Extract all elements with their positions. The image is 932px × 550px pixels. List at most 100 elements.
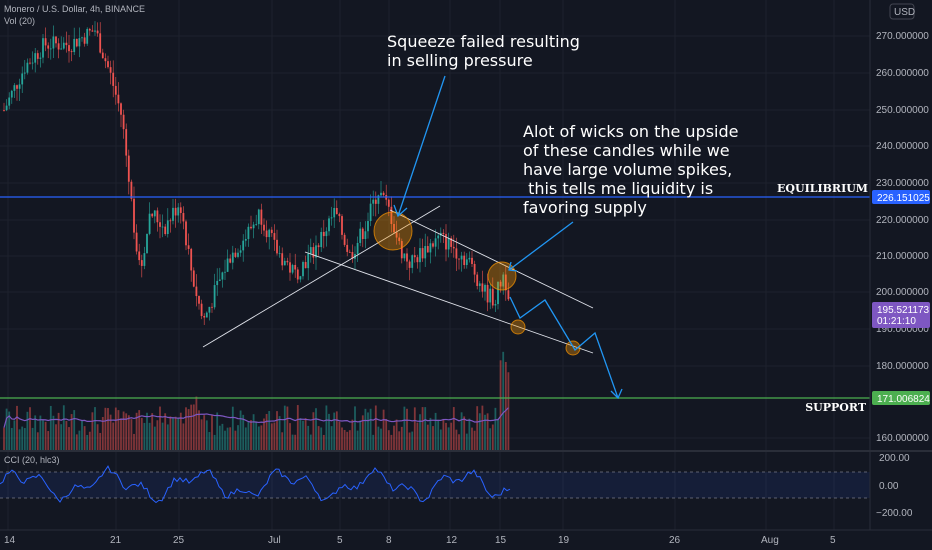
- candle-body: [486, 284, 489, 303]
- volume-bar: [278, 416, 281, 450]
- candle-body: [468, 257, 471, 260]
- candles[interactable]: [3, 21, 510, 326]
- candle: [39, 52, 42, 68]
- volume-bar: [442, 418, 445, 450]
- volume-bar: [439, 429, 442, 450]
- price-tick-200: 200.000000: [876, 287, 929, 298]
- volume-bar: [432, 426, 434, 450]
- candle: [260, 203, 263, 234]
- candle: [135, 224, 138, 255]
- candle-body: [442, 232, 445, 235]
- currency-button[interactable]: [889, 3, 915, 20]
- candle: [273, 224, 276, 251]
- volume-bar: [109, 414, 112, 450]
- volume-bar: [364, 408, 367, 450]
- candle: [304, 255, 307, 269]
- candle: [34, 48, 37, 73]
- volume-bar: [484, 414, 486, 450]
- candle: [400, 238, 403, 264]
- candle: [507, 282, 510, 302]
- candle: [434, 229, 437, 257]
- candle-body: [263, 224, 265, 231]
- volume-bar: [114, 407, 117, 450]
- volume-bar: [47, 431, 50, 450]
- candle-body: [499, 281, 502, 287]
- candle: [52, 25, 55, 59]
- candle: [237, 248, 239, 259]
- volume-bar: [309, 434, 312, 450]
- time-axis[interactable]: 14 21 25 Jul 5 8 12 15 19 26 Aug 5: [4, 535, 836, 546]
- symbol-title[interactable]: Monero / U.S. Dollar, 4h, BINANCE: [4, 4, 145, 14]
- volume-bar: [499, 360, 502, 450]
- candle: [307, 244, 310, 281]
- candle: [16, 84, 18, 101]
- volume-bar: [270, 423, 273, 450]
- volume-bar: [286, 406, 289, 450]
- upper-trendline[interactable]: [389, 209, 594, 309]
- candle-body: [185, 221, 187, 246]
- volume-bar: [317, 426, 320, 450]
- candle: [374, 191, 377, 217]
- currency-button-label[interactable]: USD: [894, 7, 915, 18]
- volume-bar: [390, 434, 393, 450]
- candle-body: [307, 253, 310, 269]
- ascending-trendline[interactable]: [202, 205, 441, 348]
- candle-body: [296, 269, 299, 280]
- candle-body: [192, 270, 195, 287]
- price-axis[interactable]: 270.000000 260.000000 250.000000 240.000…: [876, 31, 929, 444]
- candle-body: [140, 260, 143, 266]
- volume-bar: [322, 434, 325, 450]
- lower-trendline[interactable]: [304, 251, 594, 354]
- candle-body: [481, 283, 484, 292]
- volume-bar: [52, 415, 55, 450]
- candle-body: [164, 226, 167, 235]
- candle: [294, 253, 297, 278]
- candle-body: [47, 45, 50, 49]
- candle: [5, 99, 8, 112]
- time-tick-21: 21: [110, 535, 122, 546]
- candle: [239, 245, 242, 257]
- volume-bar: [187, 409, 190, 450]
- volume-bar: [86, 434, 89, 450]
- candle-body: [390, 206, 393, 224]
- candle: [172, 198, 174, 225]
- volume-ma: [3, 407, 509, 428]
- candle-body: [91, 30, 94, 32]
- candle-body: [351, 251, 354, 259]
- candle: [101, 48, 104, 59]
- candle: [343, 232, 346, 247]
- candle-body: [198, 296, 200, 304]
- candle: [94, 21, 96, 36]
- candle-body: [387, 199, 390, 207]
- candle-body: [458, 258, 460, 260]
- candle: [88, 27, 91, 36]
- candle-body: [117, 94, 120, 104]
- candle: [299, 275, 302, 283]
- candle-body: [424, 246, 427, 259]
- volume-bar: [257, 426, 260, 450]
- volume-bar: [166, 424, 169, 450]
- candle: [143, 246, 146, 270]
- candle-body: [413, 255, 416, 258]
- candle-body: [60, 48, 63, 50]
- candle-body: [211, 306, 213, 308]
- candle-body: [270, 229, 273, 234]
- candle-body: [330, 217, 333, 219]
- candle-body: [57, 43, 60, 50]
- candle-body: [101, 52, 104, 59]
- candle-body: [489, 288, 492, 303]
- candle: [268, 228, 271, 250]
- cci-axis[interactable]: 200.00 0.00 −200.00: [876, 453, 913, 519]
- volume-bar: [343, 429, 346, 450]
- candle: [73, 27, 76, 55]
- volume-bar: [429, 417, 432, 450]
- candle: [127, 149, 130, 195]
- candle: [138, 243, 141, 266]
- candle: [107, 55, 109, 69]
- pattern-lines[interactable]: [202, 205, 594, 354]
- candle-body: [36, 53, 39, 59]
- candle: [330, 206, 333, 226]
- support-price-tag: [872, 391, 930, 405]
